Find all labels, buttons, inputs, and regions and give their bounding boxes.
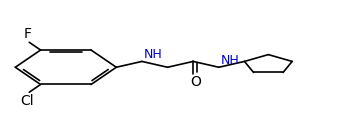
Text: F: F — [24, 27, 32, 41]
Text: NH: NH — [144, 48, 163, 61]
Text: NH: NH — [220, 54, 239, 66]
Text: Cl: Cl — [21, 94, 34, 108]
Text: O: O — [190, 75, 201, 89]
